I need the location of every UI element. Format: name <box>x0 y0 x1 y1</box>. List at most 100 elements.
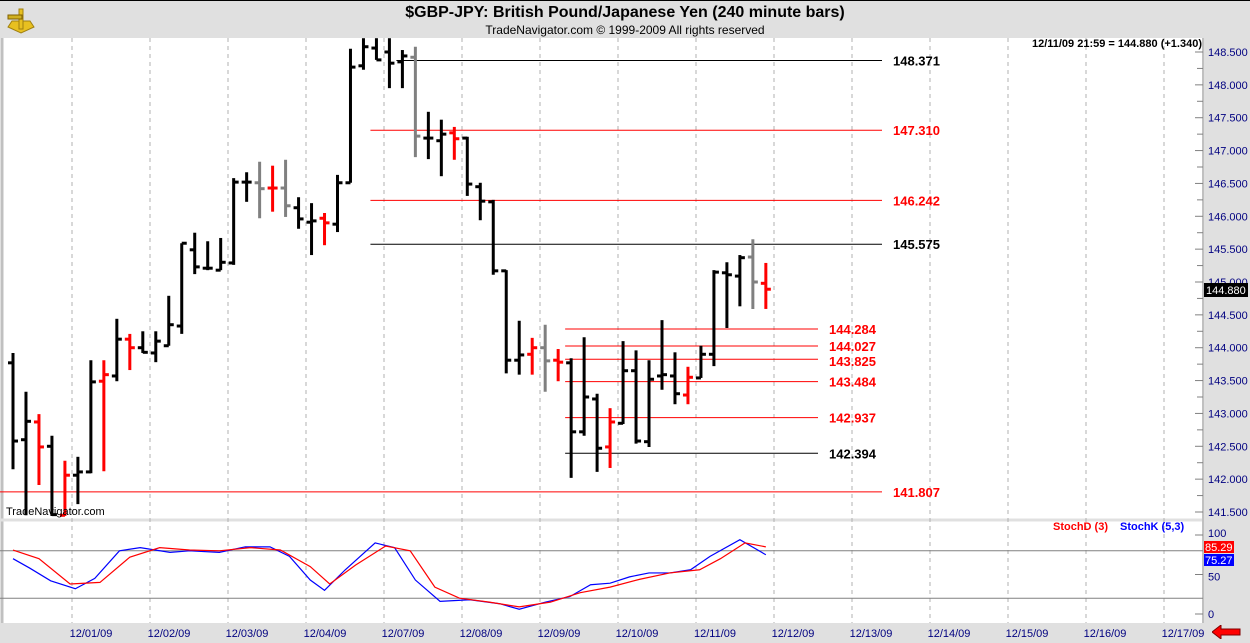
ohlc-bar <box>137 331 148 354</box>
x-tick-label: 12/03/09 <box>226 628 269 640</box>
chart-header: $GBP-JPY: British Pound/Japanese Yen (24… <box>0 0 1250 38</box>
ohlc-bar <box>241 172 252 202</box>
ohlc-bar <box>306 203 317 256</box>
x-tick-label: 12/12/09 <box>772 628 815 640</box>
y-tick-label: 147.000 <box>1208 146 1248 158</box>
y-tick-label: 141.500 <box>1208 507 1248 519</box>
level-label: 142.937 <box>829 411 876 426</box>
x-tick-label: 12/04/09 <box>304 628 347 640</box>
stoch-y-tick-label: 50 <box>1208 572 1220 584</box>
ohlc-bar <box>449 126 460 160</box>
ohlc-bar <box>59 460 70 517</box>
y-tick-label: 142.500 <box>1208 441 1248 453</box>
ohlc-bar <box>708 270 719 367</box>
ohlc-bar <box>85 360 96 474</box>
copyright-subtitle: TradeNavigator.com © 1999-2009 All right… <box>485 23 765 37</box>
ohlc-bar <box>631 350 642 444</box>
ohlc-bar <box>462 136 473 196</box>
ohlc-bar <box>566 358 577 478</box>
ohlc-bar <box>384 38 395 89</box>
ohlc-bar <box>72 456 83 505</box>
x-tick-label: 12/10/09 <box>616 628 659 640</box>
ohlc-bar <box>488 199 499 275</box>
ohlc-bar <box>46 435 57 517</box>
stoch-y-tick-label: 0 <box>1208 609 1214 621</box>
ohlc-bar <box>150 331 161 363</box>
y-tick-label: 145.500 <box>1208 244 1248 256</box>
price-readout: 12/11/09 21:59 = 144.880 (+1.340) <box>1032 38 1202 50</box>
x-tick-label: 12/15/09 <box>1006 628 1049 640</box>
level-label: 148.371 <box>893 53 940 68</box>
scroll-left-arrow-icon[interactable] <box>1212 625 1242 639</box>
x-tick-label: 12/17/09 <box>1162 628 1205 640</box>
ohlc-bar <box>202 241 213 271</box>
sextant-logo-icon <box>7 8 35 34</box>
ohlc-bar <box>734 255 745 307</box>
ohlc-bar <box>215 237 226 272</box>
ohlc-bar <box>747 239 758 309</box>
x-tick-label: 12/14/09 <box>928 628 971 640</box>
ohlc-bar <box>33 414 44 486</box>
y-tick-label: 148.500 <box>1208 47 1248 59</box>
price-panel <box>0 38 1203 520</box>
ohlc-bar <box>682 366 693 405</box>
ohlc-bar <box>371 38 382 62</box>
y-tick-label: 147.500 <box>1208 113 1248 125</box>
stochk-line <box>12 539 767 610</box>
ohlc-bar <box>618 341 629 425</box>
ohlc-bar <box>579 337 590 436</box>
level-label: 145.575 <box>893 237 940 252</box>
ohlc-bar <box>592 393 603 472</box>
ohlc-bar <box>176 241 187 334</box>
ohlc-bar <box>20 391 31 516</box>
ohlc-bar <box>695 345 706 380</box>
ohlc-bar <box>280 159 291 217</box>
chart-title: $GBP-JPY: British Pound/Japanese Yen (24… <box>405 4 845 21</box>
stochd-line <box>12 542 766 608</box>
x-tick-label: 12/11/09 <box>694 628 736 640</box>
ohlc-bar <box>319 213 330 246</box>
level-label: 143.484 <box>829 375 877 390</box>
ohlc-bar <box>669 352 680 405</box>
last-price-label: 144.880 <box>1206 285 1246 297</box>
ohlc-bar <box>721 262 732 328</box>
stoch-y-tick-label: 100 <box>1208 528 1226 540</box>
level-label: 141.807 <box>893 485 940 500</box>
watermark: TradeNavigator.com <box>6 506 105 518</box>
ohlc-bar <box>527 337 538 375</box>
x-tick-label: 12/08/09 <box>460 628 503 640</box>
ohlc-bar <box>189 232 200 275</box>
ohlc-bar <box>358 38 369 70</box>
y-tick-label: 144.500 <box>1208 310 1248 322</box>
legend-stochd: StochD (3) <box>1053 521 1108 533</box>
ohlc-bar <box>644 360 655 447</box>
x-tick-label: 12/16/09 <box>1084 628 1127 640</box>
ohlc-bar <box>605 408 616 468</box>
y-tick-label: 148.000 <box>1208 80 1248 92</box>
ohlc-bar <box>540 324 551 392</box>
stochk-last-value: 75.27 <box>1205 555 1233 567</box>
level-label: 142.394 <box>829 446 877 461</box>
level-label: 144.284 <box>829 322 877 337</box>
ohlc-bar <box>345 48 356 185</box>
ohlc-bar <box>163 295 174 348</box>
x-tick-label: 12/02/09 <box>148 628 191 640</box>
y-tick-label: 142.000 <box>1208 474 1248 486</box>
y-tick-label: 146.500 <box>1208 178 1248 190</box>
ohlc-bar <box>98 360 109 472</box>
level-label: 144.027 <box>829 339 876 354</box>
x-tick-label: 12/13/09 <box>850 628 893 640</box>
y-tick-label: 146.000 <box>1208 211 1248 223</box>
level-label: 143.825 <box>829 354 876 369</box>
ohlc-bar <box>657 320 667 390</box>
stochastic-panel <box>0 521 1203 623</box>
ohlc-bar <box>410 46 421 158</box>
ohlc-bar <box>475 182 486 221</box>
ohlc-bar <box>254 161 265 219</box>
ohlc-bar <box>8 352 18 470</box>
y-tick-label: 144.000 <box>1208 343 1248 355</box>
x-tick-label: 12/07/09 <box>382 628 425 640</box>
ohlc-bar <box>514 320 525 375</box>
ohlc-bar <box>397 50 408 89</box>
